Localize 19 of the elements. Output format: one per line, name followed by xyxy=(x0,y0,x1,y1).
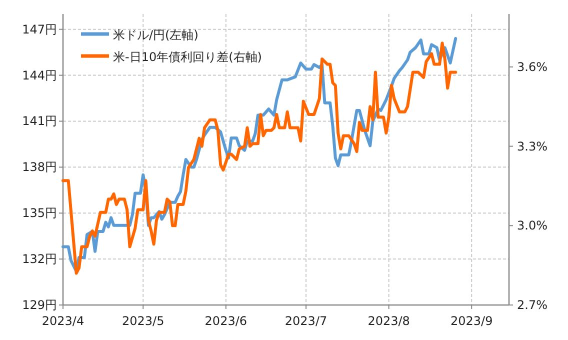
y-tick-label: 141円 xyxy=(22,114,57,128)
x-tick-label: 2023/9 xyxy=(450,314,493,328)
x-tick-label: 2023/5 xyxy=(122,314,164,328)
y2-tick-label: 3.0% xyxy=(517,218,548,233)
y-tick-label: 135円 xyxy=(22,206,57,220)
y-tick-label: 132円 xyxy=(22,252,57,266)
y2-tick-label: 3.3% xyxy=(517,139,548,154)
y-tick-label: 144円 xyxy=(22,68,57,82)
x-tick-label: 2023/8 xyxy=(368,314,410,328)
legend-label: 米-日10年債利回り差(右軸) xyxy=(113,50,262,64)
y2-tick-label: 3.6% xyxy=(517,60,548,74)
y-tick-label: 129円 xyxy=(22,298,57,312)
x-tick-label: 2023/7 xyxy=(284,314,328,328)
y-tick-label: 138円 xyxy=(22,160,57,174)
y2-tick-label: 2.7% xyxy=(517,298,548,312)
legend-label: 米ドル/円(左軸) xyxy=(113,28,198,42)
x-tick-label: 2023/4 xyxy=(42,314,84,328)
y-tick-label: 147円 xyxy=(22,22,57,36)
x-tick-label: 2023/6 xyxy=(204,314,248,328)
